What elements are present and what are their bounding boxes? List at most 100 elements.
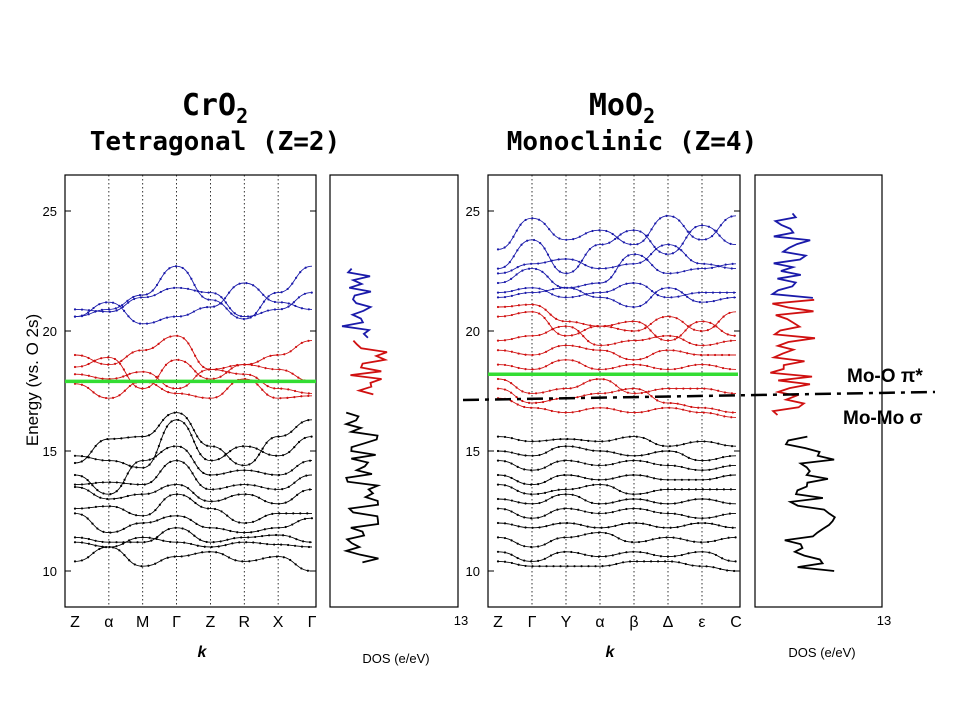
band-point xyxy=(699,329,703,333)
band-point xyxy=(628,560,632,563)
kpoint-label: X xyxy=(273,614,284,631)
band-point xyxy=(239,483,242,486)
band-point xyxy=(516,556,519,560)
band-point xyxy=(690,522,693,525)
band-point xyxy=(625,230,628,233)
band-point xyxy=(126,494,129,498)
band-point xyxy=(541,391,545,394)
band-point xyxy=(99,440,102,443)
band-point xyxy=(219,540,222,543)
band-point xyxy=(713,229,716,232)
band-point xyxy=(195,522,198,525)
band-point xyxy=(694,488,697,491)
band-point xyxy=(299,512,302,515)
band-point xyxy=(207,368,210,371)
band-point xyxy=(90,450,93,453)
band-point xyxy=(235,316,239,319)
band-point xyxy=(496,248,500,251)
band-point xyxy=(496,296,500,299)
band-point xyxy=(556,474,559,478)
band-point xyxy=(154,508,157,512)
band-point xyxy=(516,513,519,516)
band-point xyxy=(666,488,669,491)
band-point xyxy=(695,343,698,347)
band-point xyxy=(162,431,165,434)
band-point xyxy=(537,218,541,221)
band-point xyxy=(551,293,554,296)
band-point xyxy=(180,392,184,395)
band-point xyxy=(597,368,600,371)
band-point xyxy=(651,538,654,541)
band-point xyxy=(118,549,121,552)
band-point xyxy=(135,461,138,464)
band-point xyxy=(697,291,701,294)
band-point xyxy=(541,270,544,273)
band-point xyxy=(708,468,711,471)
band-point xyxy=(556,460,559,463)
band-point xyxy=(648,337,651,340)
band-point xyxy=(108,310,111,313)
band-point xyxy=(165,384,168,388)
band-point xyxy=(516,489,519,492)
band-point xyxy=(713,353,717,357)
band-point xyxy=(249,316,252,319)
band-point xyxy=(167,391,170,394)
band-point xyxy=(639,459,642,462)
band-point xyxy=(219,375,222,378)
band-point xyxy=(128,539,131,542)
band-point xyxy=(728,311,731,315)
band-point xyxy=(699,541,703,544)
band-point xyxy=(632,473,635,477)
band-point xyxy=(565,272,568,275)
band-point xyxy=(307,392,310,395)
band-point xyxy=(571,344,574,347)
band-point xyxy=(609,380,612,383)
band-point xyxy=(537,545,540,548)
band-point xyxy=(253,459,257,462)
band-point xyxy=(662,334,665,338)
band-point xyxy=(133,297,136,301)
band-point xyxy=(277,502,280,505)
band-point xyxy=(73,536,77,539)
band-point xyxy=(87,542,90,545)
band-point xyxy=(115,309,118,312)
band-point xyxy=(496,521,500,525)
band-point xyxy=(163,464,166,468)
band-point xyxy=(726,296,729,300)
band-point xyxy=(538,353,541,356)
band-point xyxy=(625,363,628,367)
band-point xyxy=(185,416,188,420)
dos-curve-red xyxy=(770,298,816,416)
band-point xyxy=(552,438,555,441)
band-point xyxy=(91,522,94,525)
band-point xyxy=(653,245,656,248)
band-point xyxy=(292,301,295,304)
band-red-3 xyxy=(497,344,736,361)
band-point xyxy=(510,305,514,308)
band-point xyxy=(537,483,540,486)
band-point xyxy=(523,516,526,519)
band-point xyxy=(287,302,290,305)
band-point xyxy=(676,271,679,274)
band-point xyxy=(531,303,534,306)
band-point xyxy=(639,474,642,477)
band-point xyxy=(675,317,678,320)
band-point xyxy=(571,445,574,448)
band-point xyxy=(503,280,507,284)
band-point xyxy=(87,311,90,314)
band-point xyxy=(622,241,625,244)
band-point xyxy=(545,525,548,528)
band-point xyxy=(189,455,192,458)
band-point xyxy=(133,493,136,496)
band-point xyxy=(647,390,650,393)
band-point xyxy=(639,358,642,361)
band-point xyxy=(730,267,733,270)
band-point xyxy=(664,252,668,256)
band-point xyxy=(649,329,652,332)
band-point xyxy=(194,552,197,555)
band-point xyxy=(590,392,593,396)
band-point xyxy=(680,291,683,294)
band-point xyxy=(564,493,567,496)
band-point xyxy=(672,215,675,218)
band-point xyxy=(680,553,683,557)
